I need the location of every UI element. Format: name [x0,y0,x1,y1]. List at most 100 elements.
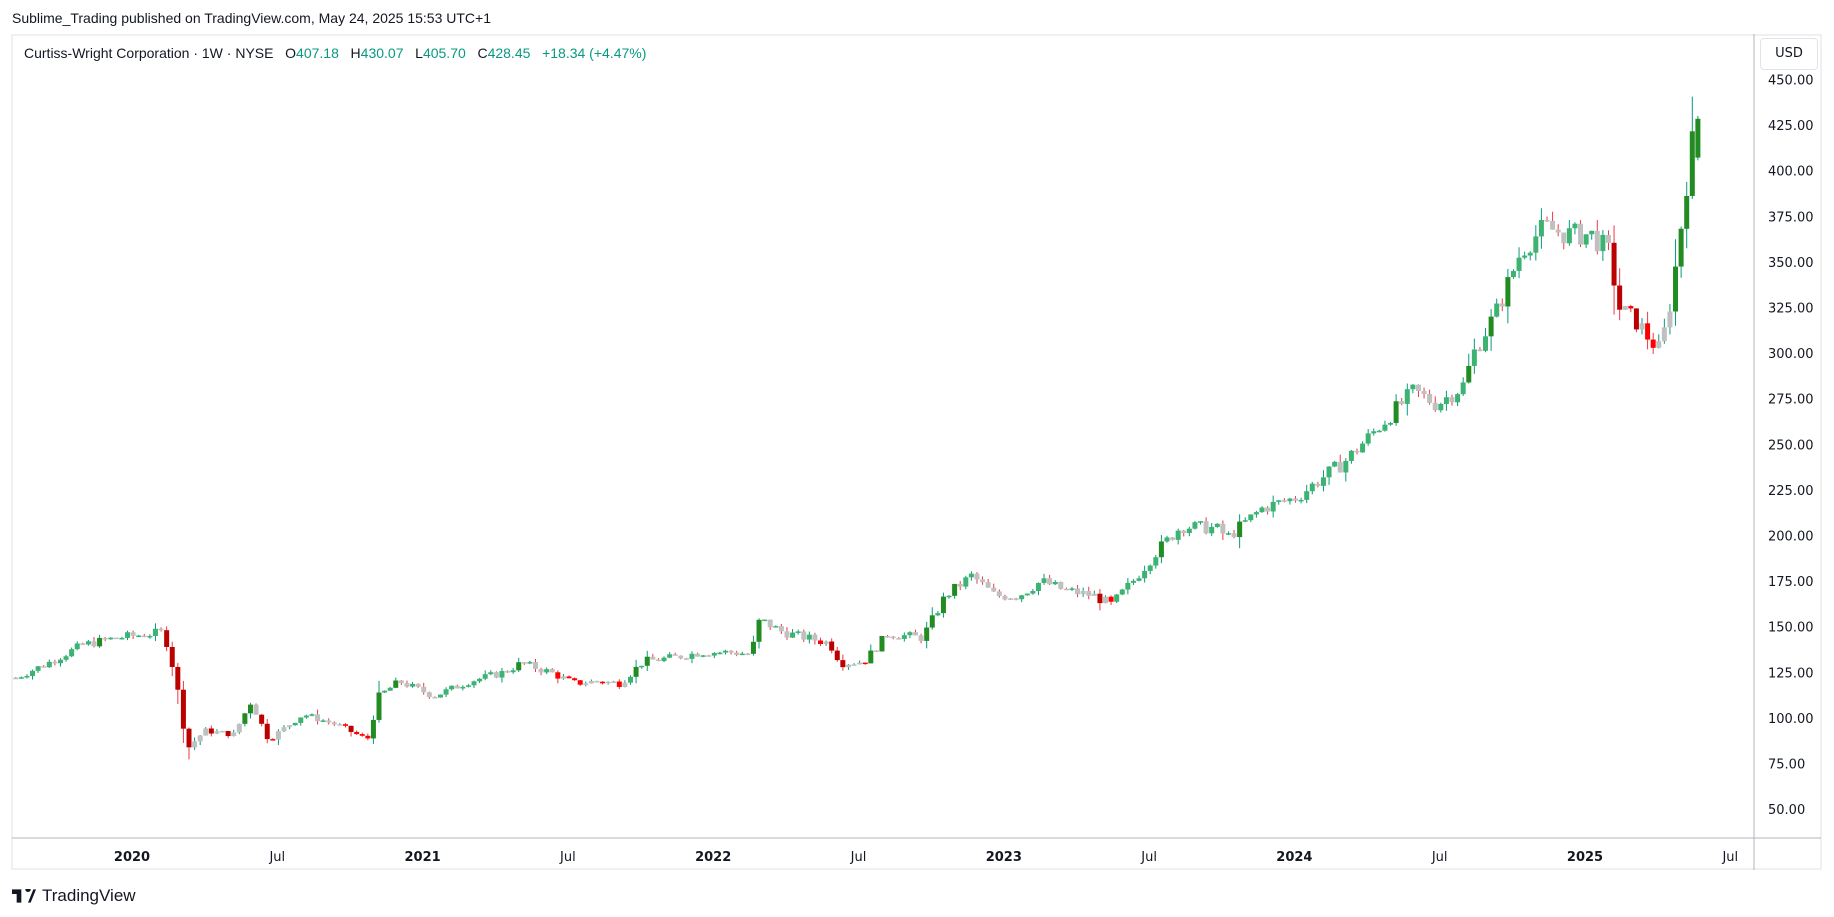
candle [421,682,427,695]
candle [968,571,974,581]
candles-layer [13,96,1701,760]
candle-body [644,656,650,666]
currency-button[interactable]: USD [1760,38,1818,70]
candle-body [91,641,97,647]
time-axis[interactable]: 2020 Jul 2021 Jul 2022 Jul 2023 Jul 2024 Jul 2025 J… [114,850,1738,865]
candle [1052,580,1058,586]
candle-body [348,725,354,732]
candle-body [1689,131,1695,196]
candle-body [750,641,756,654]
candle [253,703,259,715]
candle-body [1555,229,1561,233]
candle [270,738,276,741]
close-value: 428.45 [487,45,531,61]
candle [996,589,1002,598]
candle-body [1483,336,1489,351]
candle [46,659,52,669]
candle [572,677,578,681]
candle-body [1600,234,1606,252]
candle [259,714,265,727]
candle-body [689,653,695,659]
candle [940,592,946,618]
candle [633,659,639,684]
candle [700,655,706,658]
candle-body [125,632,131,638]
candle-body [437,694,443,698]
candle [845,663,851,670]
price-tick-label: 450.00 [1768,74,1814,89]
candle-body [247,704,253,714]
candle-body [398,680,404,684]
candle-body [1566,228,1572,244]
candle-body [1656,341,1662,348]
candle-body [393,680,399,688]
candle-body [907,632,913,636]
candle-body [935,613,941,616]
candle-body [1248,514,1254,521]
candle [706,654,712,657]
candle [963,575,969,590]
candle [907,631,913,639]
candle-body [192,741,198,748]
candle-body [1488,316,1494,337]
candle [393,677,399,688]
candle [1248,514,1254,523]
candle [790,629,796,639]
candle [1326,466,1332,485]
candle [1024,593,1030,596]
candle [186,727,192,760]
candle [516,657,522,673]
candle [1533,225,1539,261]
candle [672,652,678,656]
candle-body [940,596,946,614]
candle [13,676,19,680]
candle-body [862,662,868,665]
candle-body [303,715,309,718]
time-tick-label: Jul [1721,850,1738,865]
candle-body [879,636,885,652]
candle-body [1097,593,1103,604]
candle [136,634,142,638]
candle [342,722,348,728]
candle-body [1510,270,1516,278]
candle-body [583,683,589,685]
candle [1242,517,1248,523]
candle-body [521,662,527,664]
candle [1158,535,1164,564]
candle [52,659,58,666]
candle-body [1103,596,1109,604]
candle [1477,346,1483,352]
candle [1063,587,1069,591]
candle [63,654,69,662]
candle-body [1181,530,1187,534]
footer-brand[interactable]: TradingView [12,886,136,906]
candle-body [700,655,706,657]
symbol-info: Curtiss-Wright Corporation · 1W · NYSE [24,45,274,61]
price-tick-label: 250.00 [1768,438,1814,453]
high-label: H [350,45,361,61]
candle [1237,514,1243,549]
candle [197,734,203,746]
candle-body [1516,257,1522,271]
candle-body [801,631,807,640]
candle [1460,377,1466,397]
candle-body [600,681,606,684]
candle-body [918,635,924,641]
price-axis[interactable]: 450.00 425.00 400.00 375.00 350.00 325.00 300.… [1768,74,1814,819]
candle [1153,555,1159,569]
candle [309,713,315,717]
candle-body [1572,223,1578,229]
candle [1360,441,1366,453]
candle-body [1460,382,1466,395]
price-tick-label: 175.00 [1768,575,1814,590]
candle-body [1583,234,1589,245]
candle [929,607,935,630]
candle [1080,587,1086,597]
candle-body [1695,118,1701,158]
candle-body [1477,349,1483,351]
candle-body [1035,582,1041,592]
candle-body [309,714,315,716]
candle [1348,449,1354,464]
candle [728,650,734,655]
